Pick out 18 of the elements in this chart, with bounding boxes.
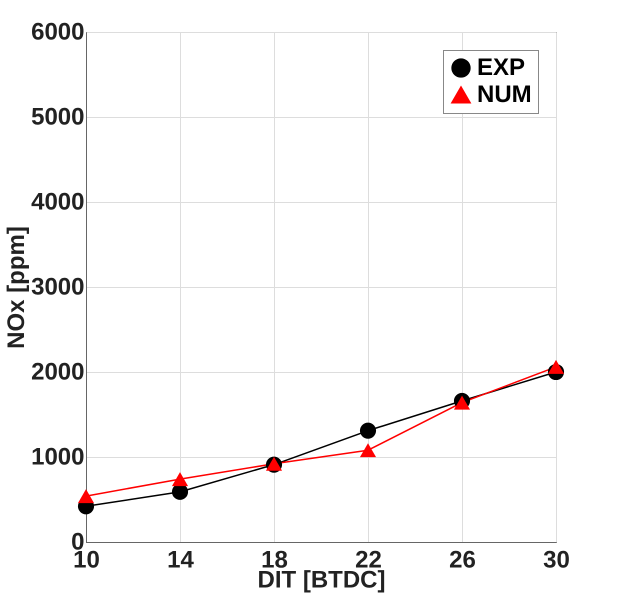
point bbox=[360, 443, 376, 458]
y-tick-label: 3000 bbox=[31, 274, 84, 300]
x-tick-label: 14 bbox=[167, 546, 194, 574]
y-tick-label: 2000 bbox=[31, 358, 84, 386]
point bbox=[78, 489, 94, 504]
legend-label: NUM bbox=[477, 81, 532, 108]
point bbox=[454, 396, 470, 410]
y-tick-label: 1000 bbox=[31, 444, 84, 470]
y-tick-label: 4000 bbox=[31, 188, 84, 216]
y-axis-title: NOx [ppm] bbox=[3, 226, 30, 349]
legend-label: EXP bbox=[477, 54, 526, 81]
x-tick-label: 30 bbox=[543, 546, 570, 574]
point bbox=[360, 422, 376, 439]
point bbox=[172, 472, 188, 486]
point bbox=[548, 360, 564, 374]
x-tick-label: 26 bbox=[449, 546, 476, 574]
y-tick-label: 6000 bbox=[31, 18, 84, 46]
y-tick-label: 5000 bbox=[31, 104, 84, 130]
